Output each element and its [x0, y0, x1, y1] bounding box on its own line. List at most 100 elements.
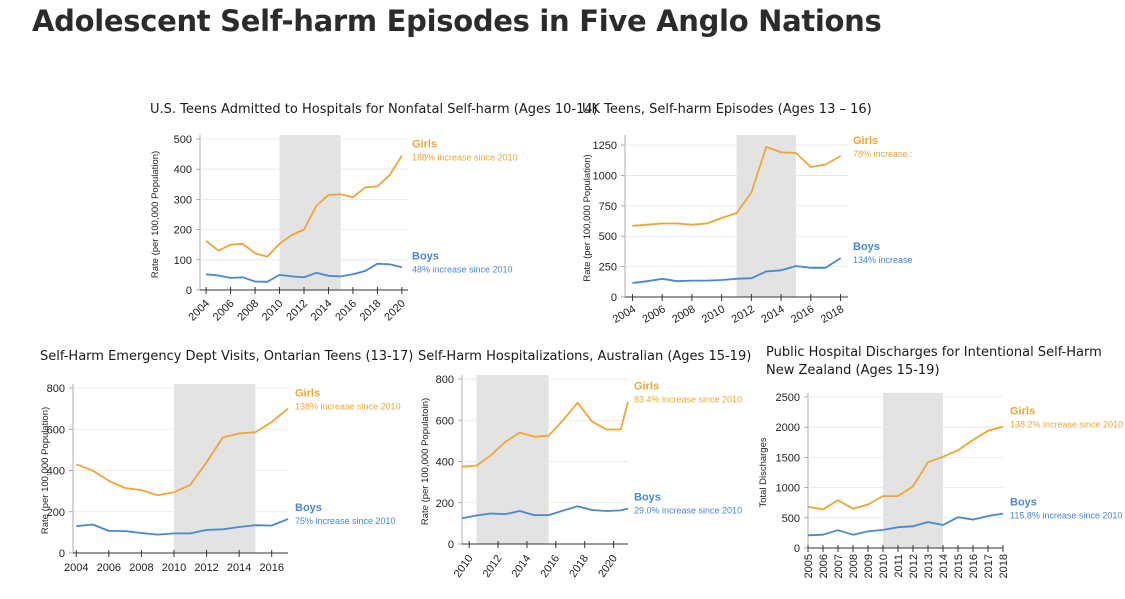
x-tick-label: 2014 [938, 554, 950, 578]
series-label-girls: Girls [1010, 406, 1035, 418]
y-tick-label: 2500 [776, 392, 800, 404]
x-tick-label: 2008 [235, 298, 261, 324]
ontario-teens-chart: Self-Harm Emergency Dept Visits, Ontaria… [0, 340, 413, 594]
chart-subtitle: New Zealand (Ages 15-19) [766, 363, 940, 378]
series-line-girls [205, 155, 403, 258]
series-note-boys: 75% increase since 2010 [295, 516, 396, 526]
y-axis-label: Rate (per 100,000 Populatoin) [420, 398, 431, 525]
shaded-period [883, 393, 943, 548]
y-tick-label: 100 [174, 255, 192, 267]
x-tick-label: 2008 [670, 303, 697, 326]
nz-teens-chart: Public Hospital Discharges for Intention… [758, 340, 1125, 594]
y-tick-label: 1000 [776, 483, 800, 495]
x-tick-label: 2011 [893, 554, 905, 578]
shaded-period [736, 135, 796, 297]
y-tick-label: 2000 [776, 422, 800, 434]
shaded-period [279, 135, 341, 290]
x-tick-label: 2012 [481, 553, 505, 580]
y-tick-label: 400 [436, 457, 454, 469]
series-label-boys: Boys [853, 241, 880, 253]
series-note-girls: 138% increase since 2010 [295, 402, 401, 412]
x-tick-label: 2016 [968, 554, 980, 578]
x-tick-label: 2014 [227, 562, 251, 574]
x-tick-label: 2018 [998, 554, 1010, 578]
series-note-girls: 78% increase : [853, 149, 913, 159]
series-note-girls: 188% increase since 2010 [412, 153, 518, 163]
series-note-girls: 138.2% increase since 2010 [1010, 420, 1123, 430]
x-tick-label: 2004 [611, 303, 638, 326]
y-tick-label: 200 [174, 225, 192, 237]
series-label-girls: Girls [634, 381, 659, 393]
series-line-boys [206, 262, 403, 283]
chart-svg: Self-Harm Emergency Dept Visits, Ontaria… [40, 349, 413, 574]
series-note-boys: 48% increase since 2010 [412, 264, 513, 274]
series-note-boys: 134% increase [853, 255, 913, 265]
y-tick-label: 500 [599, 231, 617, 243]
y-tick-label: 400 [47, 466, 65, 478]
x-tick-label: 2010 [260, 298, 286, 324]
x-tick-label: 2012 [908, 554, 920, 578]
chart-title: U.S. Teens Admitted to Hospitals for Non… [150, 102, 598, 117]
chart-svg: UK Teens, Self-harm Episodes (Ages 13 – … [582, 102, 913, 326]
y-axis-label: Rate (per 100,000 Population) [150, 151, 161, 278]
y-tick-label: 0 [448, 539, 454, 551]
shaded-period [476, 375, 549, 544]
x-tick-label: 2016 [259, 562, 283, 574]
series-note-girls: 83.4% increase since 2010 [634, 395, 742, 405]
x-tick-label: 2008 [848, 554, 860, 578]
series-line-boys [461, 505, 629, 520]
x-tick-label: 2020 [596, 553, 620, 580]
x-tick-label: 2012 [284, 298, 310, 324]
y-tick-label: 1000 [593, 170, 617, 182]
y-tick-label: 750 [599, 201, 617, 213]
y-tick-label: 1500 [776, 452, 800, 464]
x-tick-label: 2014 [309, 298, 335, 324]
x-tick-label: 2006 [818, 554, 830, 578]
x-tick-label: 2018 [819, 303, 846, 326]
chart-svg: Public Hospital Discharges for Intention… [758, 345, 1123, 578]
y-tick-label: 600 [47, 424, 65, 436]
series-line-girls [807, 425, 1004, 511]
x-tick-label: 2013 [923, 554, 935, 578]
chart-title: Self-Harm Hospitalizations, Australian (… [418, 349, 751, 364]
page-title: Adolescent Self-harm Episodes in Five An… [32, 4, 882, 38]
y-tick-label: 500 [174, 134, 192, 146]
x-tick-label: 2014 [759, 303, 786, 326]
series-line-boys [76, 518, 289, 536]
x-tick-label: 2010 [452, 553, 476, 580]
y-axis-label: Total Discharges [758, 437, 769, 507]
x-tick-label: 2007 [833, 554, 845, 578]
uk-teens-chart: UK Teens, Self-harm Episodes (Ages 13 – … [570, 95, 1125, 335]
series-label-boys: Boys [412, 250, 439, 262]
us-teens-chart: U.S. Teens Admitted to Hospitals for Non… [0, 95, 598, 335]
series-label-boys: Boys [1010, 497, 1037, 509]
series-line-boys [632, 257, 842, 284]
x-tick-label: 2017 [983, 554, 995, 578]
y-tick-label: 600 [436, 415, 454, 427]
x-tick-label: 2006 [97, 562, 121, 574]
chart-title: Public Hospital Discharges for Intention… [766, 345, 1102, 360]
x-tick-label: 2012 [730, 303, 757, 326]
x-tick-label: 2004 [64, 562, 88, 574]
y-tick-label: 0 [186, 285, 192, 297]
y-tick-label: 0 [794, 543, 800, 555]
x-tick-label: 2016 [789, 303, 816, 326]
x-tick-label: 2016 [538, 553, 562, 580]
x-tick-label: 2014 [510, 553, 534, 580]
x-tick-label: 2005 [803, 554, 815, 578]
x-tick-label: 2016 [333, 298, 359, 324]
x-tick-label: 2010 [700, 303, 727, 326]
x-tick-label: 2018 [567, 553, 591, 580]
australia-teens-chart: Self-Harm Hospitalizations, Australian (… [410, 340, 760, 594]
y-tick-label: 1250 [593, 140, 617, 152]
series-label-girls: Girls [853, 135, 878, 147]
y-tick-label: 500 [782, 513, 800, 525]
shaded-period [173, 384, 256, 553]
x-tick-label: 2008 [129, 562, 153, 574]
x-tick-label: 2010 [878, 554, 890, 578]
x-tick-label: 2006 [640, 303, 667, 326]
y-tick-label: 200 [47, 507, 65, 519]
x-tick-label: 2020 [382, 298, 408, 324]
y-tick-label: 250 [599, 262, 617, 274]
y-tick-label: 300 [174, 194, 192, 206]
